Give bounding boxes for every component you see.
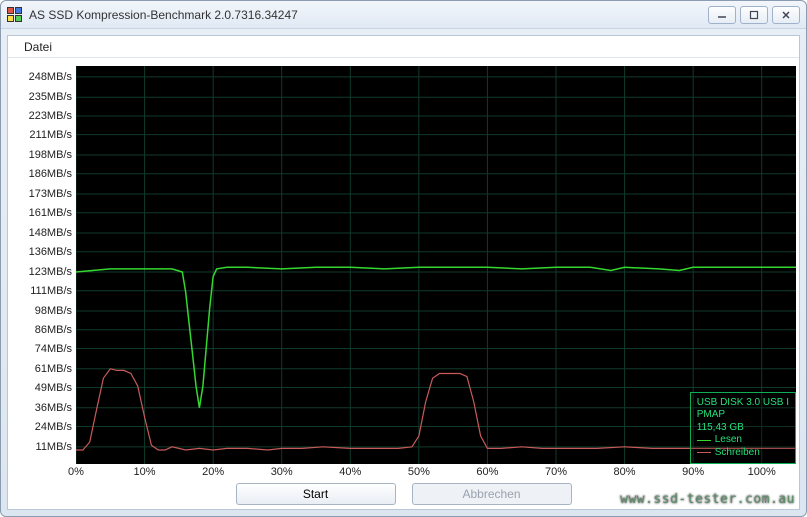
series-lesen	[76, 267, 796, 408]
app-icon	[7, 7, 23, 23]
x-tick-label: 0%	[68, 466, 84, 478]
y-tick-label: 136MB/s	[29, 246, 72, 258]
x-tick-label: 10%	[134, 466, 156, 478]
abort-button[interactable]: Abbrechen	[412, 483, 572, 505]
button-bar: Start Abbrechen	[8, 479, 799, 509]
y-tick-label: 11MB/s	[36, 441, 72, 453]
chart-area: USB DISK 3.0 USB IPMAP115,43 GBLesenSchr…	[8, 58, 799, 479]
y-tick-label: 61MB/s	[35, 363, 72, 375]
menubar: Datei	[8, 36, 799, 58]
legend-row-schreiben: Schreiben	[697, 447, 789, 460]
y-tick-label: 173MB/s	[29, 188, 72, 200]
y-axis-labels: 11MB/s 24MB/s 36MB/s 49MB/s 61MB/s 74MB/s 86MB…	[12, 66, 76, 464]
legend-row-lesen: Lesen	[697, 434, 789, 447]
x-tick-label: 20%	[202, 466, 224, 478]
x-axis-labels: 0%10%20%30%40%50%60%70%80%90%100%	[76, 466, 796, 482]
chart-legend: USB DISK 3.0 USB IPMAP115,43 GBLesenSchr…	[690, 392, 796, 465]
x-tick-label: 30%	[271, 466, 293, 478]
y-tick-label: 49MB/s	[35, 382, 72, 394]
x-tick-label: 70%	[545, 466, 567, 478]
x-tick-label: 100%	[748, 466, 776, 478]
x-tick-label: 80%	[614, 466, 636, 478]
y-tick-label: 98MB/s	[35, 305, 72, 317]
legend-capacity: 115,43 GB	[697, 422, 789, 435]
y-tick-label: 161MB/s	[29, 207, 72, 219]
titlebar: AS SSD Kompression-Benchmark 2.0.7316.34…	[1, 1, 806, 29]
app-window: AS SSD Kompression-Benchmark 2.0.7316.34…	[0, 0, 807, 517]
close-button[interactable]	[772, 6, 800, 24]
x-tick-label: 60%	[476, 466, 498, 478]
y-tick-label: 248MB/s	[29, 71, 72, 83]
y-tick-label: 24MB/s	[35, 421, 72, 433]
y-tick-label: 36MB/s	[35, 402, 72, 414]
maximize-button[interactable]	[740, 6, 768, 24]
legend-device: USB DISK 3.0 USB I	[697, 397, 789, 410]
y-tick-label: 123MB/s	[29, 266, 72, 278]
y-tick-label: 86MB/s	[35, 324, 72, 336]
minimize-button[interactable]	[708, 6, 736, 24]
y-tick-label: 211MB/s	[29, 129, 72, 141]
y-tick-label: 198MB/s	[29, 149, 72, 161]
y-tick-label: 235MB/s	[29, 91, 72, 103]
y-tick-label: 111MB/s	[30, 285, 72, 297]
menu-datei[interactable]: Datei	[16, 38, 60, 56]
x-tick-label: 90%	[682, 466, 704, 478]
y-tick-label: 148MB/s	[29, 227, 72, 239]
y-tick-label: 186MB/s	[29, 168, 72, 180]
start-button[interactable]: Start	[236, 483, 396, 505]
window-controls	[708, 6, 800, 24]
content-frame: Datei USB DISK 3.0 USB IPMAP115,43 GBLes…	[7, 35, 800, 510]
window-title: AS SSD Kompression-Benchmark 2.0.7316.34…	[29, 8, 708, 22]
x-tick-label: 50%	[408, 466, 430, 478]
legend-controller: PMAP	[697, 409, 789, 422]
x-tick-label: 40%	[339, 466, 361, 478]
plot-area: USB DISK 3.0 USB IPMAP115,43 GBLesenSchr…	[76, 66, 796, 464]
series-schreiben	[76, 369, 796, 450]
chart-series	[76, 66, 796, 464]
y-tick-label: 223MB/s	[29, 110, 72, 122]
y-tick-label: 74MB/s	[35, 343, 72, 355]
